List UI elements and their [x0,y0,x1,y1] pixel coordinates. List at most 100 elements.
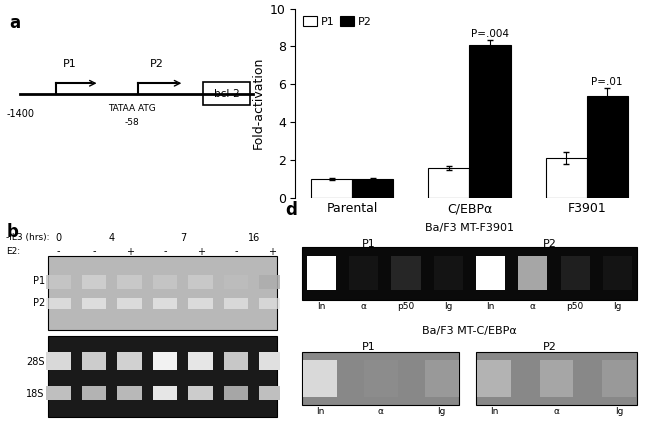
Bar [302,352,459,405]
Text: 16: 16 [248,232,260,243]
Text: In: In [486,302,495,311]
Bar [117,298,142,309]
Text: -58: -58 [125,118,140,127]
Text: +: + [125,247,133,257]
Text: P2: P2 [150,59,164,69]
Bar [47,257,277,330]
Text: -: - [92,247,96,257]
Text: bcl-2: bcl-2 [214,89,239,98]
Bar [82,386,107,400]
Bar [307,257,336,290]
Text: -: - [57,247,60,257]
Y-axis label: Fold-activation: Fold-activation [252,57,265,149]
Bar [602,359,636,397]
Text: 28S: 28S [26,357,45,367]
Bar [364,359,398,397]
Text: p50: p50 [567,302,584,311]
Text: Ig: Ig [615,407,623,416]
Bar [560,257,590,290]
Text: α: α [361,302,367,311]
Bar [352,178,393,197]
Bar [603,257,632,290]
Bar [188,298,213,309]
Legend: P1, P2: P1, P2 [301,14,374,29]
Text: Ba/F3 MT-C/EBPα: Ba/F3 MT-C/EBPα [422,326,517,336]
Text: TATAA ATG: TATAA ATG [109,104,156,113]
Text: P1: P1 [32,276,45,286]
Bar [82,275,107,289]
Text: E2:: E2: [6,247,21,255]
Text: +: + [268,247,276,257]
Bar [477,359,511,397]
Text: -1400: -1400 [6,109,34,119]
Bar [259,298,284,309]
Text: a: a [9,14,20,32]
Bar [188,386,213,400]
Text: 7: 7 [180,232,186,243]
Bar [259,352,284,370]
Bar [224,298,248,309]
Text: b: b [6,223,18,241]
Text: +: + [197,247,205,257]
Bar [349,257,378,290]
Bar [476,257,505,290]
Text: -IL3 (hrs):: -IL3 (hrs): [6,232,50,241]
Text: p50: p50 [398,302,415,311]
Bar [188,275,213,289]
Text: 4: 4 [109,232,115,243]
Bar [424,359,459,397]
Text: P2: P2 [543,238,556,248]
Text: P=.004: P=.004 [471,29,509,39]
Bar [518,257,547,290]
Bar [46,275,71,289]
Text: Ig: Ig [613,302,621,311]
Text: In: In [316,407,324,416]
Text: -: - [163,247,167,257]
Text: d: d [285,201,297,219]
Bar [117,275,142,289]
Bar [153,298,177,309]
Bar [82,298,107,309]
Bar [476,352,636,405]
Text: P1: P1 [62,59,76,69]
Bar [203,83,250,105]
Bar [224,386,248,400]
Text: α: α [530,302,536,311]
Text: In: In [317,302,326,311]
Text: P1: P1 [361,342,376,352]
Bar [428,168,469,197]
Bar [153,386,177,400]
Text: P2: P2 [543,342,556,352]
Bar [46,298,71,309]
Bar [46,386,71,400]
Bar [302,247,636,300]
Bar [224,275,248,289]
Text: P2: P2 [32,298,45,308]
Bar [117,386,142,400]
Bar [545,158,587,197]
Bar [224,352,248,370]
Bar [259,275,284,289]
Text: 0: 0 [55,232,62,243]
Bar [47,336,277,417]
Text: Ba/F3 MT-F3901: Ba/F3 MT-F3901 [425,223,514,233]
Bar [82,352,107,370]
Bar [153,352,177,370]
Bar [434,257,463,290]
Bar [46,352,71,370]
Text: Ig: Ig [444,302,452,311]
Bar [303,359,337,397]
Text: In: In [489,407,498,416]
Text: Ig: Ig [437,407,446,416]
Bar [587,96,628,197]
Bar [117,352,142,370]
Text: 18S: 18S [27,389,45,399]
Bar [391,257,421,290]
Text: P=.01: P=.01 [592,77,623,87]
Text: P1: P1 [361,238,376,248]
Text: α: α [554,407,560,416]
Bar [469,44,510,197]
Bar [259,386,284,400]
Bar [540,359,573,397]
Text: c: c [254,0,264,1]
